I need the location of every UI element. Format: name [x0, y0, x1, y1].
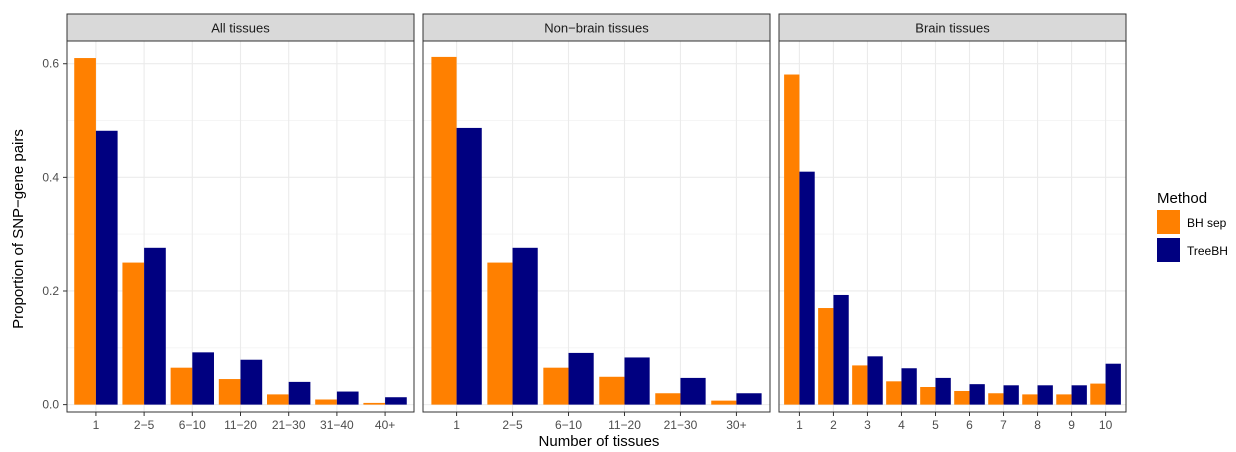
- x-tick-label: 9: [1068, 418, 1075, 432]
- y-tick-label: 0.2: [42, 284, 59, 298]
- bar-bh-sep: [170, 367, 193, 405]
- panel-border: [778, 40, 1127, 413]
- bar-treebh: [901, 368, 917, 405]
- bar-bh-sep: [886, 381, 902, 405]
- x-tick-label: 31−40: [320, 418, 354, 432]
- bar-treebh: [385, 397, 407, 405]
- bar-treebh: [192, 352, 214, 405]
- legend-title: Method: [1157, 190, 1207, 207]
- x-tick-label: 21−30: [272, 418, 306, 432]
- bar-treebh: [512, 247, 538, 405]
- bar-treebh: [935, 377, 951, 405]
- panel-3: Brain tissues 1 2 3 4 5 6 7 8 9 10: [778, 13, 1127, 432]
- bar-bh-sep: [920, 387, 936, 405]
- bar-bh-sep: [1022, 394, 1038, 405]
- x-tick-label: 4: [898, 418, 905, 432]
- panel-1: All tissues 1 2−5 6−10 11−20 21−30 31−40 40+: [66, 13, 415, 432]
- bar-treebh: [1105, 363, 1121, 405]
- bar-treebh: [736, 393, 762, 405]
- x-tick-label: 40+: [375, 418, 395, 432]
- bar-bh-sep: [487, 262, 513, 405]
- x-tick-label: 6−10: [555, 418, 582, 432]
- y-tick-label: 0.0: [42, 398, 59, 412]
- bar-bh-sep: [218, 379, 241, 405]
- facet-title: Non−brain tissues: [544, 21, 649, 36]
- bar-treebh: [568, 352, 594, 405]
- x-tick-label: 6−10: [179, 418, 206, 432]
- y-tick-label: 0.4: [42, 170, 59, 184]
- bar-bh-sep: [599, 376, 625, 405]
- bar-treebh: [144, 247, 166, 405]
- legend-label-treebh: TreeBH: [1187, 244, 1228, 258]
- bar-treebh: [288, 381, 311, 405]
- x-tick-label: 5: [932, 418, 939, 432]
- legend-label-bh-sep: BH sep: [1187, 216, 1227, 230]
- x-tick-label: 6: [966, 418, 973, 432]
- bar-bh-sep: [315, 399, 337, 405]
- y-axis-title: Proportion of SNP−gene pairs: [10, 129, 27, 329]
- x-tick-label: 21−30: [664, 418, 698, 432]
- panels: 0.0 0.2 0.4 0.6 All tissues 1 2−5 6−10 11−20 21−3…: [42, 13, 1127, 432]
- facet-title: All tissues: [211, 21, 270, 36]
- bar-treebh: [95, 130, 118, 405]
- x-tick-label: 1: [453, 418, 460, 432]
- bar-bh-sep: [74, 58, 96, 405]
- bar-treebh: [833, 294, 849, 405]
- legend: Method BH sep TreeBH: [1157, 190, 1228, 262]
- legend-key-bh-sep: [1157, 210, 1180, 234]
- bar-bh-sep: [711, 400, 737, 405]
- bar-treebh: [867, 356, 883, 405]
- bar-treebh: [1071, 385, 1087, 405]
- facet-strip: [66, 13, 415, 42]
- bar-treebh: [799, 171, 815, 405]
- bar-treebh: [1003, 385, 1019, 405]
- x-axis-title: Number of tissues: [539, 433, 660, 450]
- bar-bh-sep: [267, 394, 289, 405]
- bar-bh-sep: [1090, 383, 1106, 405]
- panel-border: [66, 40, 415, 413]
- legend-key-treebh: [1157, 238, 1180, 262]
- x-tick-label: 3: [864, 418, 871, 432]
- bar-bh-sep: [818, 308, 834, 405]
- x-tick-label: 10: [1099, 418, 1113, 432]
- panel-2: Non−brain tissues 1 2−5 6−10 11−20 21−30 30+: [422, 13, 771, 432]
- bar-treebh: [1037, 385, 1053, 405]
- bar-bh-sep: [655, 393, 681, 405]
- x-tick-label: 1: [796, 418, 803, 432]
- bar-bh-sep: [363, 402, 386, 405]
- bar-bh-sep: [784, 74, 800, 405]
- bar-treebh: [456, 127, 482, 405]
- bar-treebh: [624, 357, 650, 405]
- facet-strip: [778, 13, 1127, 42]
- x-tick-label: 2: [830, 418, 837, 432]
- x-tick-label: 2−5: [502, 418, 523, 432]
- panel-border: [422, 40, 771, 413]
- bar-bh-sep: [954, 390, 970, 405]
- x-tick-label: 30+: [726, 418, 746, 432]
- bar-bh-sep: [543, 367, 569, 405]
- x-tick-label: 7: [1000, 418, 1007, 432]
- x-tick-label: 11−20: [224, 418, 257, 432]
- x-tick-label: 1: [93, 418, 100, 432]
- facet-strip: [422, 13, 771, 42]
- x-tick-label: 8: [1034, 418, 1041, 432]
- bar-treebh: [336, 391, 359, 405]
- bar-treebh: [680, 377, 706, 405]
- bar-bh-sep: [431, 56, 457, 405]
- y-tick-label: 0.6: [42, 57, 59, 71]
- x-tick-label: 2−5: [134, 418, 155, 432]
- x-tick-label: 11−20: [608, 418, 641, 432]
- bar-treebh: [240, 359, 263, 405]
- bar-treebh: [969, 384, 985, 405]
- bar-bh-sep: [1056, 394, 1072, 405]
- facet-title: Brain tissues: [915, 21, 990, 36]
- bar-bh-sep: [122, 262, 145, 405]
- bar-bh-sep: [988, 393, 1004, 405]
- bar-bh-sep: [852, 365, 868, 405]
